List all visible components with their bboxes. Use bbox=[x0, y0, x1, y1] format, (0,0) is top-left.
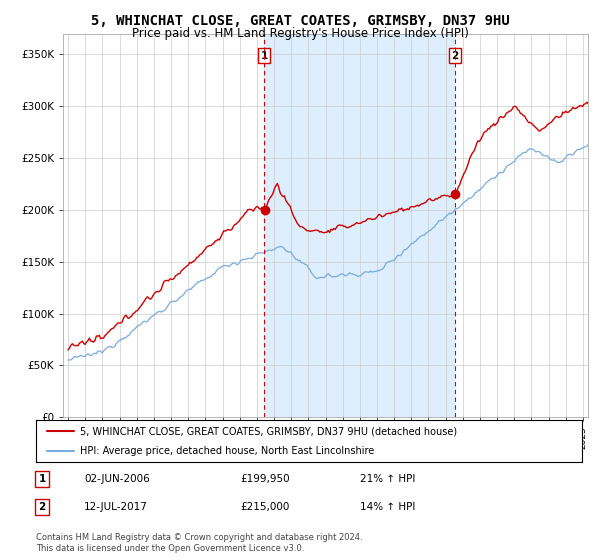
Text: 2: 2 bbox=[38, 502, 46, 512]
Text: 5, WHINCHAT CLOSE, GREAT COATES, GRIMSBY, DN37 9HU: 5, WHINCHAT CLOSE, GREAT COATES, GRIMSBY… bbox=[91, 14, 509, 28]
Text: HPI: Average price, detached house, North East Lincolnshire: HPI: Average price, detached house, Nort… bbox=[80, 446, 374, 456]
Text: £215,000: £215,000 bbox=[240, 502, 289, 512]
Text: Price paid vs. HM Land Registry's House Price Index (HPI): Price paid vs. HM Land Registry's House … bbox=[131, 27, 469, 40]
Text: £199,950: £199,950 bbox=[240, 474, 290, 484]
Text: 14% ↑ HPI: 14% ↑ HPI bbox=[360, 502, 415, 512]
Text: 2: 2 bbox=[451, 51, 458, 61]
Text: 5, WHINCHAT CLOSE, GREAT COATES, GRIMSBY, DN37 9HU (detached house): 5, WHINCHAT CLOSE, GREAT COATES, GRIMSBY… bbox=[80, 426, 457, 436]
Text: Contains HM Land Registry data © Crown copyright and database right 2024.
This d: Contains HM Land Registry data © Crown c… bbox=[36, 533, 362, 553]
Text: 21% ↑ HPI: 21% ↑ HPI bbox=[360, 474, 415, 484]
Text: 02-JUN-2006: 02-JUN-2006 bbox=[84, 474, 150, 484]
Text: 1: 1 bbox=[38, 474, 46, 484]
Bar bbox=[264, 34, 455, 417]
Text: 1: 1 bbox=[260, 51, 268, 61]
Text: 12-JUL-2017: 12-JUL-2017 bbox=[84, 502, 148, 512]
